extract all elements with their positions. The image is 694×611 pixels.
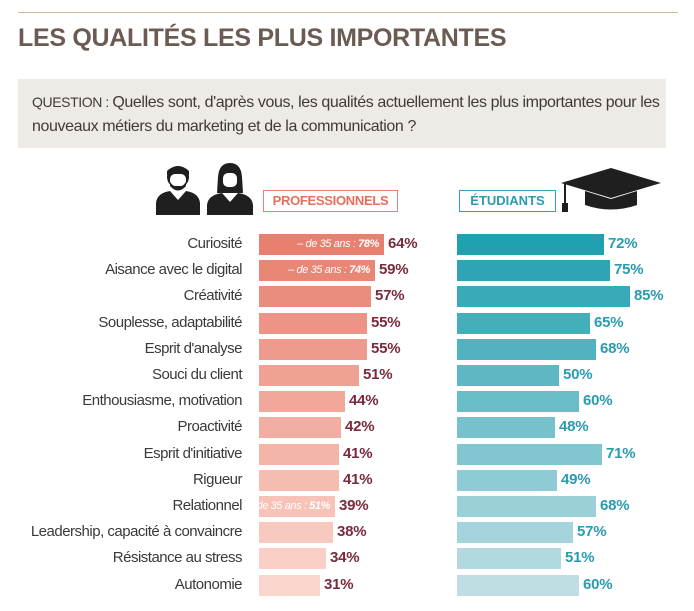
bar-etudiants [457, 286, 630, 307]
bar-etudiants [457, 496, 596, 517]
category-label: Esprit d'analyse [144, 340, 243, 357]
bar-professionnels [259, 575, 320, 596]
value-label-professionnels: 55% [371, 314, 401, 331]
bar-etudiants [457, 575, 579, 596]
legend-professionnels: PROFESSIONNELS [263, 190, 398, 212]
value-label-etudiants: 60% [583, 392, 613, 409]
category-label: Résistance au stress [112, 549, 243, 566]
question-text: QUESTION : Quelles sont, d'après vous, l… [32, 90, 662, 139]
bar-professionnels [259, 444, 339, 465]
category-label: Aisance avec le digital [105, 261, 242, 278]
question-prefix: QUESTION : [32, 94, 113, 110]
bar-etudiants [457, 470, 557, 491]
bar-etudiants [457, 548, 561, 569]
value-label-etudiants: 48% [559, 418, 589, 435]
bar-professionnels [259, 522, 333, 543]
value-label-etudiants: 51% [565, 549, 595, 566]
bar-etudiants [457, 444, 602, 465]
value-label-etudiants: 71% [606, 445, 636, 462]
annotation-under-35: – de 35 ans : 78% [297, 238, 379, 250]
value-label-etudiants: 75% [614, 261, 644, 278]
value-label-etudiants: 85% [634, 287, 664, 304]
annotation-under-35: – de 35 ans : 74% [288, 264, 370, 276]
category-label: Curiosité [187, 235, 242, 252]
bar-professionnels: – de 35 ans : 51% [248, 496, 335, 517]
value-label-etudiants: 65% [594, 314, 624, 331]
category-label: Esprit d'initiative [143, 445, 243, 462]
bar-professionnels [259, 470, 339, 491]
category-label: Souplesse, adaptabilité [98, 314, 242, 331]
value-label-professionnels: 41% [343, 471, 373, 488]
bar-etudiants [457, 391, 579, 412]
annotation-value: 78% [358, 238, 379, 250]
bar-professionnels [259, 286, 371, 307]
category-label: Relationnel [172, 497, 242, 514]
value-label-professionnels: 64% [388, 235, 418, 252]
value-label-professionnels: 41% [343, 445, 373, 462]
value-label-professionnels: 42% [345, 418, 375, 435]
bar-etudiants [457, 260, 610, 281]
question-box: QUESTION : Quelles sont, d'après vous, l… [18, 79, 666, 148]
question-body: Quelles sont, d'après vous, les qualités… [32, 94, 660, 135]
value-label-professionnels: 44% [349, 392, 379, 409]
people-icon [156, 163, 253, 215]
category-label: Proactivité [177, 418, 242, 435]
annotation-value: 74% [349, 264, 370, 276]
bar-professionnels [259, 339, 367, 360]
value-label-etudiants: 72% [608, 235, 638, 252]
graduation-cap-icon [561, 168, 661, 212]
category-label: Souci du client [151, 366, 243, 383]
bar-etudiants [457, 339, 596, 360]
value-label-etudiants: 57% [577, 523, 607, 540]
value-label-etudiants: 60% [583, 576, 613, 593]
bar-professionnels [259, 391, 345, 412]
value-label-etudiants: 68% [600, 340, 630, 357]
category-label: Autonomie [174, 576, 243, 593]
category-label: Enthousiasme, motivation [82, 392, 242, 409]
value-label-etudiants: 68% [600, 497, 630, 514]
category-label: Créativité [183, 287, 243, 304]
bar-etudiants [457, 522, 573, 543]
bar-professionnels [259, 417, 341, 438]
category-label: Rigueur [192, 471, 243, 488]
bar-professionnels [259, 548, 326, 569]
value-label-professionnels: 38% [337, 523, 367, 540]
value-label-professionnels: 57% [375, 287, 405, 304]
value-label-professionnels: 59% [379, 261, 409, 278]
bar-professionnels [259, 313, 367, 334]
bar-etudiants [457, 365, 559, 386]
annotation-value: 51% [309, 500, 330, 512]
value-label-professionnels: 34% [330, 549, 360, 566]
top-rule [18, 12, 678, 13]
annotation-under-35: – de 35 ans : 51% [248, 500, 330, 512]
value-label-professionnels: 55% [371, 340, 401, 357]
value-label-professionnels: 39% [339, 497, 369, 514]
value-label-etudiants: 50% [563, 366, 593, 383]
bar-professionnels: – de 35 ans : 74% [259, 260, 375, 281]
bar-professionnels [259, 365, 359, 386]
chart-title: LES QUALITÉS LES PLUS IMPORTANTES [18, 24, 507, 52]
value-label-professionnels: 31% [324, 576, 354, 593]
bar-etudiants [457, 417, 555, 438]
bar-etudiants [457, 234, 604, 255]
bar-etudiants [457, 313, 590, 334]
value-label-etudiants: 49% [561, 471, 591, 488]
value-label-professionnels: 51% [363, 366, 393, 383]
bar-professionnels: – de 35 ans : 78% [259, 234, 384, 255]
category-label: Leadership, capacité à convaincre [30, 523, 243, 540]
legend-etudiants: ÉTUDIANTS [459, 190, 556, 212]
